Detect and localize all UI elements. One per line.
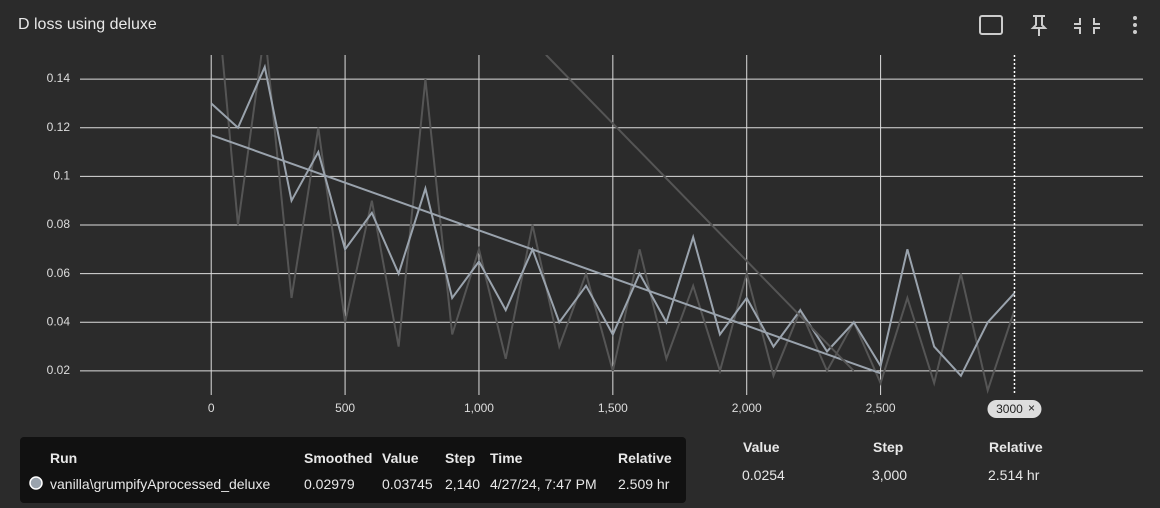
collapse-icon[interactable] bbox=[1074, 18, 1100, 34]
toolbar bbox=[979, 15, 1137, 36]
x-tick-label: 1,500 bbox=[598, 401, 628, 415]
y-tick-label: 0.12 bbox=[47, 120, 71, 134]
header-cell: Relative bbox=[989, 439, 1043, 455]
x-tick-label: 2,000 bbox=[732, 401, 762, 415]
header-cell: Value bbox=[743, 439, 780, 455]
x-tick-label: 1,000 bbox=[464, 401, 494, 415]
series-line bbox=[210, 63, 1016, 378]
cell: 0.0254 bbox=[742, 467, 785, 483]
chart: 0.02 0.04 0.06 0.08 0.1 0.12 0.14 0 500 1,000 1,50… bbox=[47, 55, 1143, 418]
y-tick-label: 0.02 bbox=[47, 363, 71, 377]
fit-icon[interactable] bbox=[979, 15, 1003, 35]
cursor-close: × bbox=[1028, 401, 1035, 415]
tooltip-header: Smoothed bbox=[304, 450, 373, 466]
y-tick-label: 0.1 bbox=[53, 169, 70, 183]
tooltip-header: Relative bbox=[618, 450, 672, 466]
tooltip-header: Time bbox=[490, 450, 523, 466]
tooltip-cell: 2,140 bbox=[445, 476, 481, 492]
series-line bbox=[221, 55, 1016, 395]
cell: 2.514 hr bbox=[988, 467, 1040, 483]
cursor-chip bbox=[987, 400, 1042, 418]
pin-icon[interactable] bbox=[1030, 15, 1048, 36]
tooltip-cell: 0.02979 bbox=[304, 476, 355, 492]
card-title: D loss using deluxe bbox=[18, 16, 157, 33]
tooltip-cell: vanilla\grumpifyAprocessed_deluxe bbox=[50, 476, 271, 492]
x-tick-label: 0 bbox=[208, 401, 215, 415]
cell: 3,000 bbox=[872, 467, 908, 483]
segment-line bbox=[545, 55, 855, 372]
run-swatch bbox=[29, 476, 43, 490]
y-tick-label: 0.04 bbox=[47, 314, 71, 328]
tooltip-header: Step bbox=[445, 450, 476, 466]
x-tick-label: 500 bbox=[335, 401, 355, 415]
header-cell: Step bbox=[873, 439, 904, 455]
y-tick-label: 0.06 bbox=[47, 266, 71, 280]
y-tick-label: 0.14 bbox=[47, 71, 71, 85]
tooltip: Run Smoothed Value Step Time Relative va… bbox=[20, 437, 686, 503]
cursor-label: 3000 bbox=[996, 402, 1023, 416]
menu-icon[interactable] bbox=[1133, 16, 1137, 34]
tooltip-cell: 2.509 hr bbox=[618, 476, 670, 492]
tooltip-cell: 0.03745 bbox=[382, 476, 433, 492]
tooltip-header: Value bbox=[382, 450, 419, 466]
segment-line bbox=[210, 134, 881, 375]
tooltip-header: Run bbox=[50, 450, 78, 466]
y-tick-label: 0.08 bbox=[47, 217, 71, 231]
x-tick-label: 2,500 bbox=[866, 401, 896, 415]
tooltip-cell: 4/27/24, 7:47 PM bbox=[490, 476, 597, 492]
